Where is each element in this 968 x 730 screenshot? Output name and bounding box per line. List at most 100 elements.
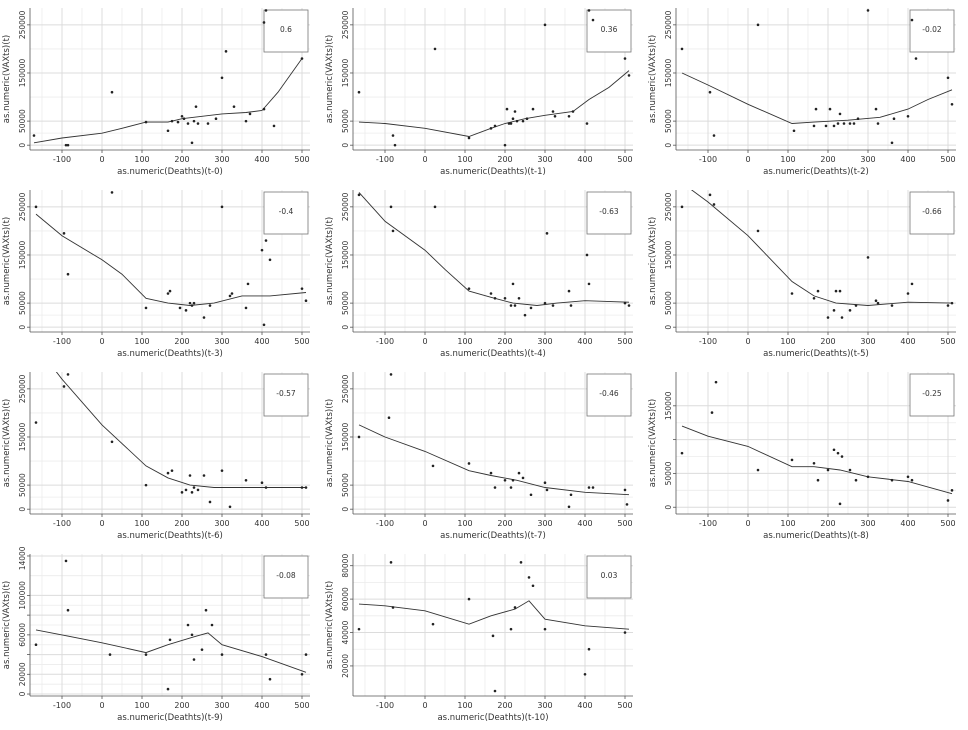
data-point <box>431 622 435 626</box>
y-tick-label: 0 <box>664 505 673 510</box>
data-point <box>507 122 511 125</box>
x-tick-label: 400 <box>577 337 592 346</box>
x-tick-label: 400 <box>577 155 592 164</box>
x-tick-label: -100 <box>376 337 394 346</box>
data-point <box>521 119 525 123</box>
data-point <box>513 304 517 307</box>
plot-area <box>353 554 633 696</box>
data-point <box>208 304 212 307</box>
x-tick-label: 300 <box>214 155 229 164</box>
data-point <box>357 435 361 439</box>
data-point <box>196 122 200 125</box>
y-tick-label: 40000 <box>341 620 350 644</box>
data-point <box>874 299 878 303</box>
data-point <box>304 299 308 303</box>
data-point <box>591 486 595 489</box>
data-point <box>812 461 816 465</box>
data-point <box>204 608 208 612</box>
data-point <box>489 292 493 295</box>
data-point <box>946 76 950 80</box>
x-tick-label: 500 <box>294 519 309 528</box>
y-tick-label: 140000 <box>18 546 27 570</box>
x-tick-label: 300 <box>860 337 875 346</box>
data-point <box>264 9 268 12</box>
data-point <box>467 462 471 465</box>
data-point <box>493 124 497 128</box>
data-point <box>357 627 361 631</box>
data-point <box>509 122 513 125</box>
data-point <box>838 502 842 506</box>
data-point <box>840 316 844 319</box>
data-point <box>170 469 174 472</box>
data-point <box>790 458 794 462</box>
data-point <box>144 306 148 310</box>
x-axis-label: as.numeric(Deathts)(t-4) <box>440 349 546 359</box>
x-tick-label: 100 <box>457 337 472 346</box>
data-point <box>832 448 836 452</box>
scatter-plot: -100 0 100 200 300 400 500 0 50000 150000 250000 as… <box>648 8 956 177</box>
y-tick-label: 100000 <box>18 581 27 610</box>
x-tick-label: 0 <box>745 337 750 346</box>
data-point <box>910 282 914 286</box>
x-tick-label: 100 <box>780 519 795 528</box>
data-point <box>521 476 525 480</box>
data-point <box>300 287 304 290</box>
data-point <box>519 561 523 564</box>
data-point <box>623 57 627 60</box>
x-tick-label: 400 <box>577 701 592 710</box>
y-tick-label: 150000 <box>341 58 350 87</box>
data-point <box>244 306 248 310</box>
x-tick-label: 500 <box>617 337 632 346</box>
data-point <box>946 304 950 307</box>
data-point <box>304 653 308 656</box>
data-point <box>66 272 70 276</box>
data-point <box>391 606 395 609</box>
data-point <box>511 479 515 482</box>
data-point <box>110 440 114 444</box>
x-tick-label: 200 <box>174 155 189 164</box>
data-point <box>708 90 712 94</box>
x-tick-label: 100 <box>457 519 472 528</box>
data-point <box>828 107 832 111</box>
data-point <box>842 122 846 125</box>
x-tick-label: 500 <box>940 155 955 164</box>
data-point <box>587 647 591 651</box>
data-point <box>848 309 852 312</box>
data-point <box>214 117 218 121</box>
data-point <box>194 105 198 108</box>
data-point <box>874 107 878 111</box>
x-tick-label: 200 <box>497 519 512 528</box>
y-tick-label: 250000 <box>341 10 350 39</box>
correlation-box <box>586 9 632 53</box>
y-tick-label: 20000 <box>18 662 27 686</box>
y-tick-label: 250000 <box>18 374 27 403</box>
data-point <box>866 9 870 12</box>
x-tick-label: 200 <box>174 337 189 346</box>
x-tick-label: 0 <box>99 337 104 346</box>
x-tick-label: -100 <box>376 155 394 164</box>
data-point <box>553 115 557 118</box>
y-tick-label: 50000 <box>18 291 27 315</box>
data-point <box>202 474 206 477</box>
x-tick-label: 300 <box>214 337 229 346</box>
data-point <box>210 623 214 627</box>
correlation-value: -0.66 <box>922 207 942 216</box>
correlation-value: 0.36 <box>601 25 618 34</box>
x-axis-label: as.numeric(Deathts)(t-3) <box>117 349 223 359</box>
data-point <box>66 373 70 376</box>
x-tick-label: 500 <box>617 519 632 528</box>
data-point <box>260 248 264 252</box>
y-tick-label: 250000 <box>341 374 350 403</box>
y-tick-label: 50000 <box>664 461 673 485</box>
data-point <box>262 21 266 24</box>
y-axis-label: as.numeric(VAXts)(t) <box>2 399 12 487</box>
data-point <box>357 90 361 94</box>
data-point <box>300 57 304 60</box>
scatter-plot: -100 0 100 200 300 400 500 0 50000 150000 250000 as… <box>2 372 310 541</box>
x-tick-label: 400 <box>900 155 915 164</box>
data-point <box>262 323 266 327</box>
data-point <box>543 23 547 27</box>
data-point <box>814 107 818 111</box>
data-point <box>389 561 393 564</box>
